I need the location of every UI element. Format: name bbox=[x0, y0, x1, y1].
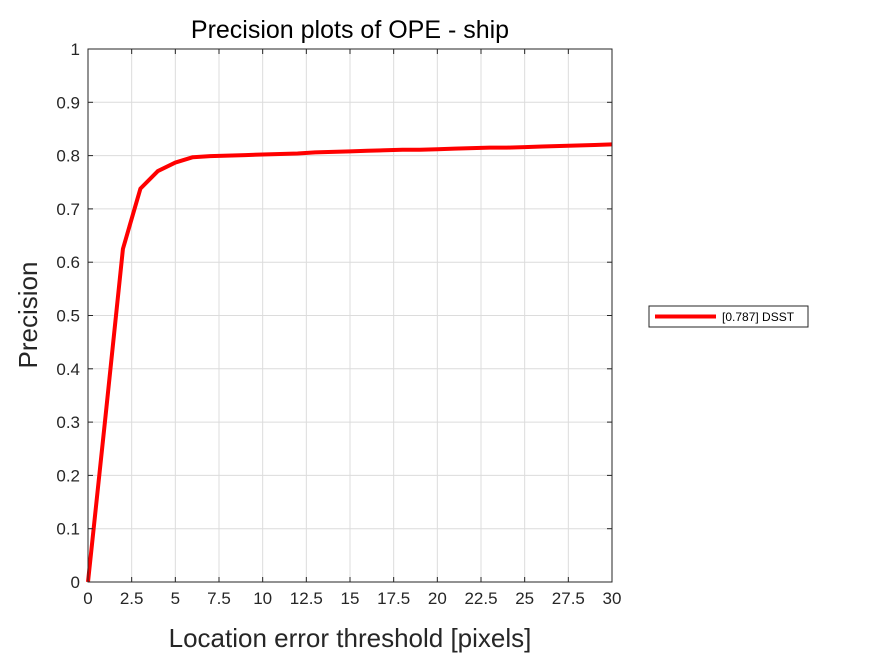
y-tick-label: 0.5 bbox=[56, 307, 80, 326]
y-tick-label: 0.4 bbox=[56, 360, 80, 379]
x-tick-label: 15 bbox=[341, 589, 360, 608]
x-tick-label: 0 bbox=[83, 589, 92, 608]
y-tick-label: 0.2 bbox=[56, 466, 80, 485]
y-tick-label: 0 bbox=[71, 573, 80, 592]
y-tick-label: 0.9 bbox=[56, 93, 80, 112]
x-tick-label: 22.5 bbox=[464, 589, 497, 608]
x-axis-title: Location error threshold [pixels] bbox=[169, 623, 532, 653]
y-tick-label: 0.1 bbox=[56, 520, 80, 539]
x-tick-label: 27.5 bbox=[552, 589, 585, 608]
y-tick-label: 0.6 bbox=[56, 253, 80, 272]
x-tick-label: 30 bbox=[603, 589, 622, 608]
y-tick-label: 0.3 bbox=[56, 413, 80, 432]
grid-lines bbox=[87, 48, 613, 583]
x-tick-label: 7.5 bbox=[207, 589, 231, 608]
series-layer bbox=[86, 142, 613, 583]
x-tick-label: 17.5 bbox=[377, 589, 410, 608]
x-axis-ticks: 0 2.5 5 7.5 10 12.5 15 17.5 20 22.5 25 27.5 30 bbox=[83, 49, 621, 608]
y-tick-label: 0.8 bbox=[56, 147, 80, 166]
y-tick-label: 1 bbox=[71, 40, 80, 59]
legend: [0.787] DSST bbox=[648, 305, 809, 328]
x-tick-label: 10 bbox=[253, 589, 272, 608]
legend-box bbox=[648, 305, 809, 328]
y-tick-label: 0.7 bbox=[56, 200, 80, 219]
x-tick-label: 2.5 bbox=[120, 589, 144, 608]
chart-title: Precision plots of OPE - ship bbox=[191, 16, 509, 44]
y-axis-ticks: 0 0.1 0.2 0.3 0.4 0.5 0.6 0.7 0.8 0.9 1 bbox=[56, 40, 612, 592]
y-axis-title: Precision bbox=[13, 262, 43, 369]
x-tick-label: 5 bbox=[171, 589, 180, 608]
x-tick-label: 12.5 bbox=[290, 589, 323, 608]
legend-label-dsst: [0.787] DSST bbox=[722, 310, 795, 324]
x-tick-label: 25 bbox=[515, 589, 534, 608]
x-tick-label: 20 bbox=[428, 589, 447, 608]
series-line-dsst bbox=[86, 142, 613, 583]
